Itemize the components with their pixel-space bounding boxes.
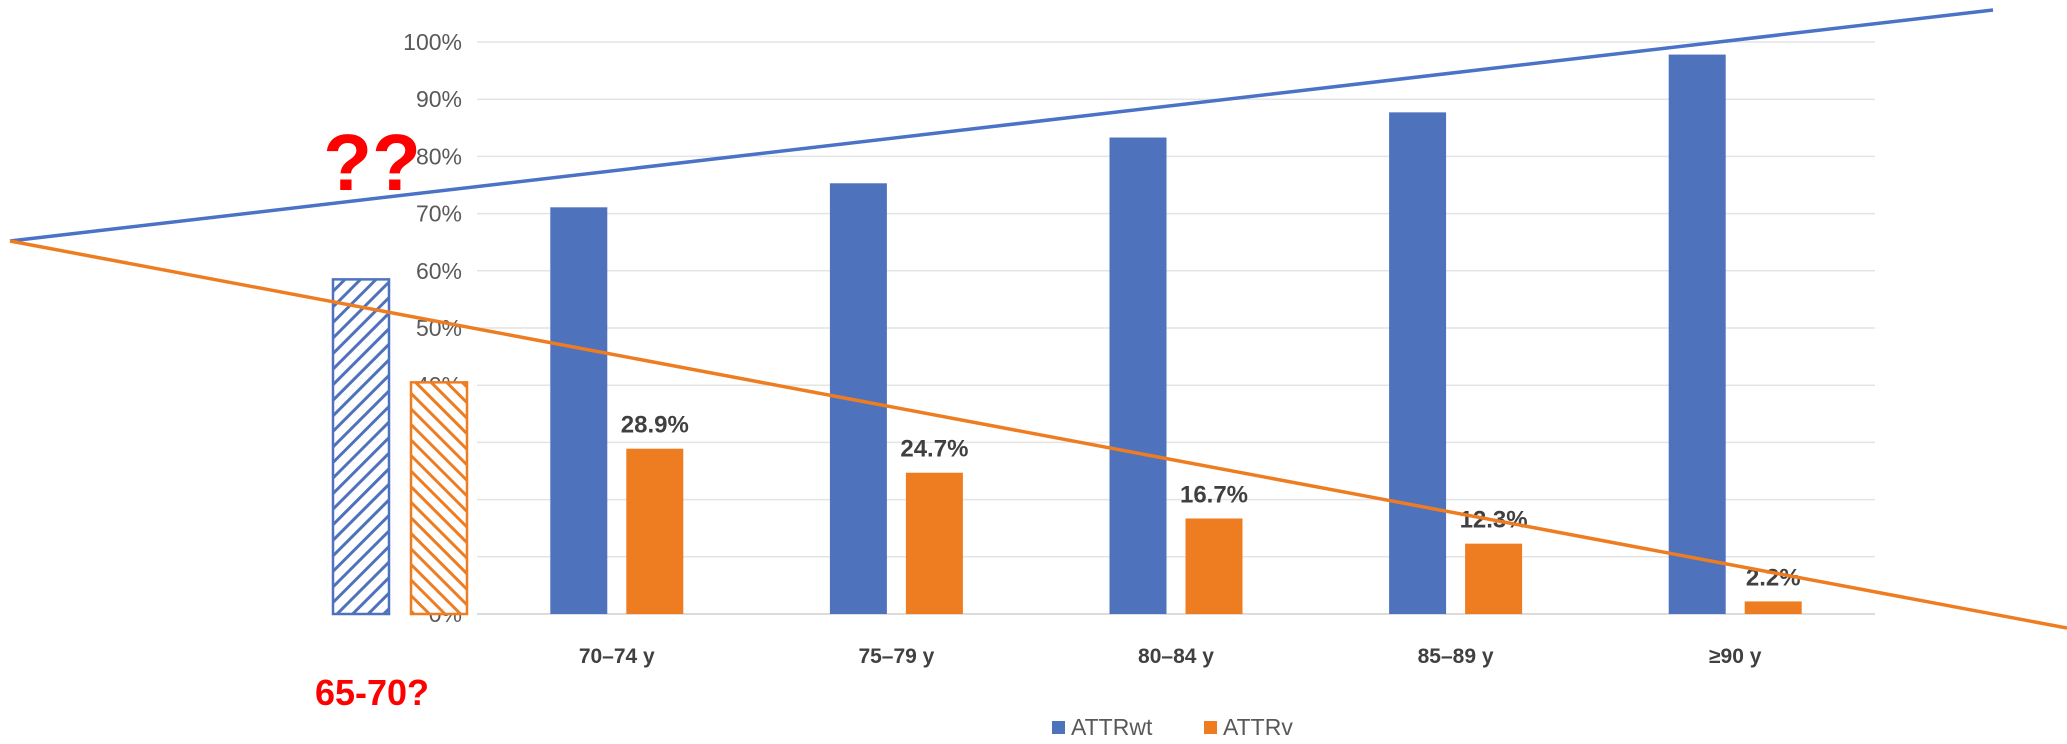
x-tick-label: 80–84 y xyxy=(1138,645,1214,668)
bars xyxy=(550,54,1802,615)
bar-attrv xyxy=(626,448,684,614)
bar-attrwt xyxy=(1668,54,1726,615)
x-axis-ticks: 70–74 y 75–79 y 80–84 y 85–89 y ≥90 y xyxy=(579,645,1762,668)
x-tick-label: 75–79 y xyxy=(858,645,934,668)
data-labels: 28.9%24.7%16.7%12.3%2.2% xyxy=(621,412,1801,592)
x-tick-label: ≥90 y xyxy=(1709,645,1762,668)
bar-attrv xyxy=(1185,518,1243,614)
data-label-attrv: 28.9% xyxy=(621,412,689,439)
bar-attrwt xyxy=(1109,137,1167,615)
bar-attrwt xyxy=(1389,112,1447,614)
gridlines xyxy=(477,41,1875,615)
hypothetical-bars xyxy=(331,278,469,616)
attrwt-trend-line xyxy=(9,8,1994,243)
y-tick-label: 100% xyxy=(403,29,462,55)
y-tick-label: 70% xyxy=(416,201,462,227)
legend-label-attrv: ATTRv xyxy=(1223,714,1293,740)
bar-attrv xyxy=(1744,601,1802,614)
age-range-annotation: 65-70? xyxy=(315,672,429,713)
y-tick-label: 90% xyxy=(416,86,462,112)
legend-swatch-attrv xyxy=(1204,721,1217,734)
data-label-attrv: 24.7% xyxy=(900,436,968,463)
bar-attrv xyxy=(905,472,963,614)
legend-swatch-attrwt xyxy=(1052,721,1065,734)
y-tick-label: 80% xyxy=(416,143,462,169)
legend-label-attrwt: ATTRwt xyxy=(1071,714,1153,740)
question-marks-annotation: ?? xyxy=(323,118,421,207)
data-label-attrv: 16.7% xyxy=(1180,481,1248,508)
hypothetical-attrwt-bar xyxy=(331,278,391,616)
hypothetical-attrv-bar xyxy=(409,381,469,616)
bar-attrwt xyxy=(550,207,608,615)
attrv-trend-line xyxy=(9,239,2067,630)
legend: ATTRwt ATTRv xyxy=(1052,714,1293,740)
x-tick-label: 85–89 y xyxy=(1418,645,1494,668)
x-tick-label: 70–74 y xyxy=(579,645,655,668)
y-tick-label: 60% xyxy=(416,258,462,284)
bar-attrv xyxy=(1465,543,1523,614)
